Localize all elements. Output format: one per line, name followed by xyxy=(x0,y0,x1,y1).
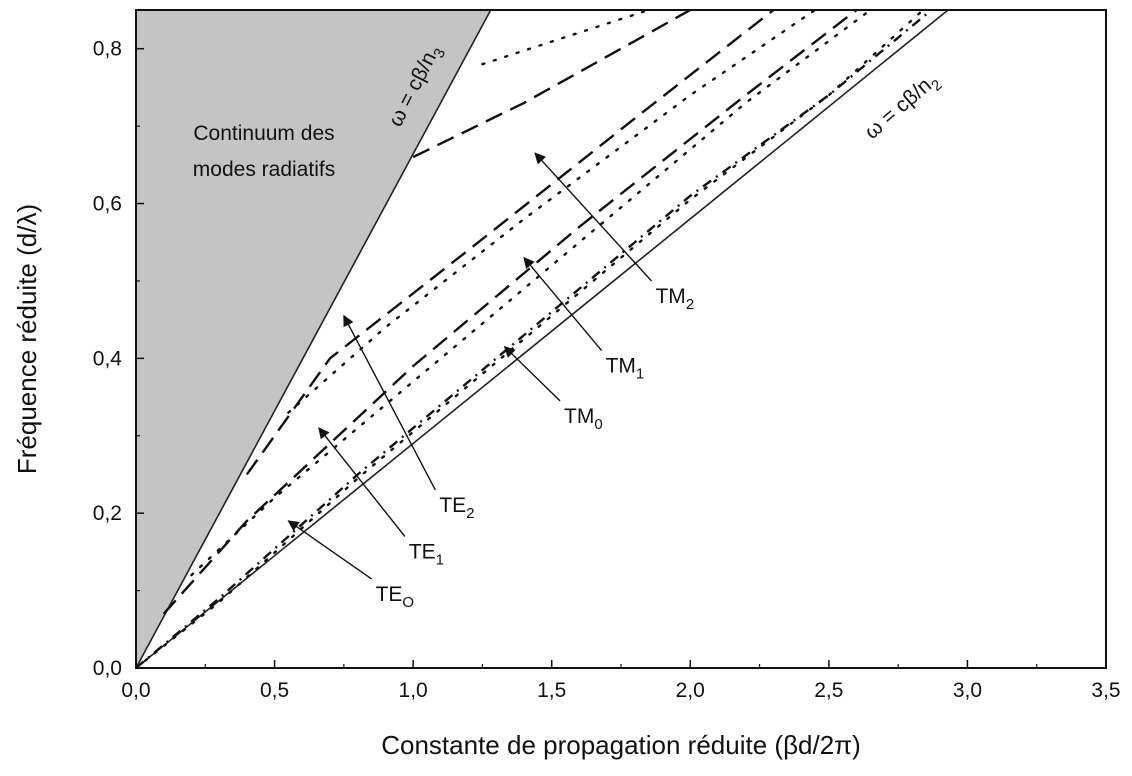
annotation-label-tm1: TM1 xyxy=(606,355,645,383)
x-axis-title: Constante de propagation réduite (βd/2π) xyxy=(381,730,861,760)
annotation-arrow-te2 xyxy=(343,314,436,491)
annotation-arrow-tm0 xyxy=(503,345,561,402)
x-tick-label: 3,5 xyxy=(1091,679,1120,702)
x-tick-label: 1,5 xyxy=(537,679,566,702)
x-tick-label: 3,0 xyxy=(953,679,982,702)
mode-curve-tm2 xyxy=(287,10,817,414)
annotation-arrow-tm1 xyxy=(523,256,603,352)
x-tick-label: 0,0 xyxy=(121,679,150,702)
mode-curve-te2 xyxy=(245,10,775,476)
annotation-arrow-teo xyxy=(287,520,372,580)
mode-curve-te3 xyxy=(412,10,691,159)
y-tick-label: 0,6 xyxy=(93,193,122,216)
region-label-line-2: modes radiatifs xyxy=(193,158,335,181)
annotation-arrow-te1 xyxy=(318,427,406,537)
mode-curve-te1 xyxy=(162,10,858,615)
light-line-n2 xyxy=(136,10,949,668)
x-tick-label: 2,5 xyxy=(814,679,843,702)
light-line-n3 xyxy=(136,10,492,668)
y-tick-label: 0,8 xyxy=(93,38,122,61)
x-tick-label: 0,5 xyxy=(260,679,289,702)
annotation-label-te2: TE2 xyxy=(439,494,474,522)
mode-curve-tm3 xyxy=(481,10,650,66)
light-line-n2-label: ω = cβ/n2 xyxy=(860,68,945,147)
y-axis-title: Fréquence réduite (d/λ) xyxy=(12,204,42,474)
y-tick-label: 0,2 xyxy=(93,502,122,525)
y-tick-label: 0,4 xyxy=(93,347,123,370)
annotation-label-teo: TEO xyxy=(376,583,415,611)
x-tick-label: 1,0 xyxy=(399,679,428,702)
annotation-label-te1: TE1 xyxy=(409,540,444,568)
axes: 0,0 0,5 1,0 1,5 2,0 2,5 3,0 3,5 0,0 0,2 0,4 0,6 0,8 xyxy=(93,38,1121,702)
y-tick-label: 0,0 xyxy=(93,657,122,680)
annotation-label-tm2: TM2 xyxy=(655,285,694,313)
region-label-line-1: Continuum des xyxy=(193,122,334,145)
annotation-label-tm0: TM0 xyxy=(564,405,603,433)
x-tick-label: 2,0 xyxy=(676,679,705,702)
mode-curve-te0 xyxy=(136,10,933,668)
annotation-arrow-tm2 xyxy=(534,152,653,282)
mode-curve-tm0 xyxy=(136,10,925,668)
plot-area xyxy=(136,10,949,668)
